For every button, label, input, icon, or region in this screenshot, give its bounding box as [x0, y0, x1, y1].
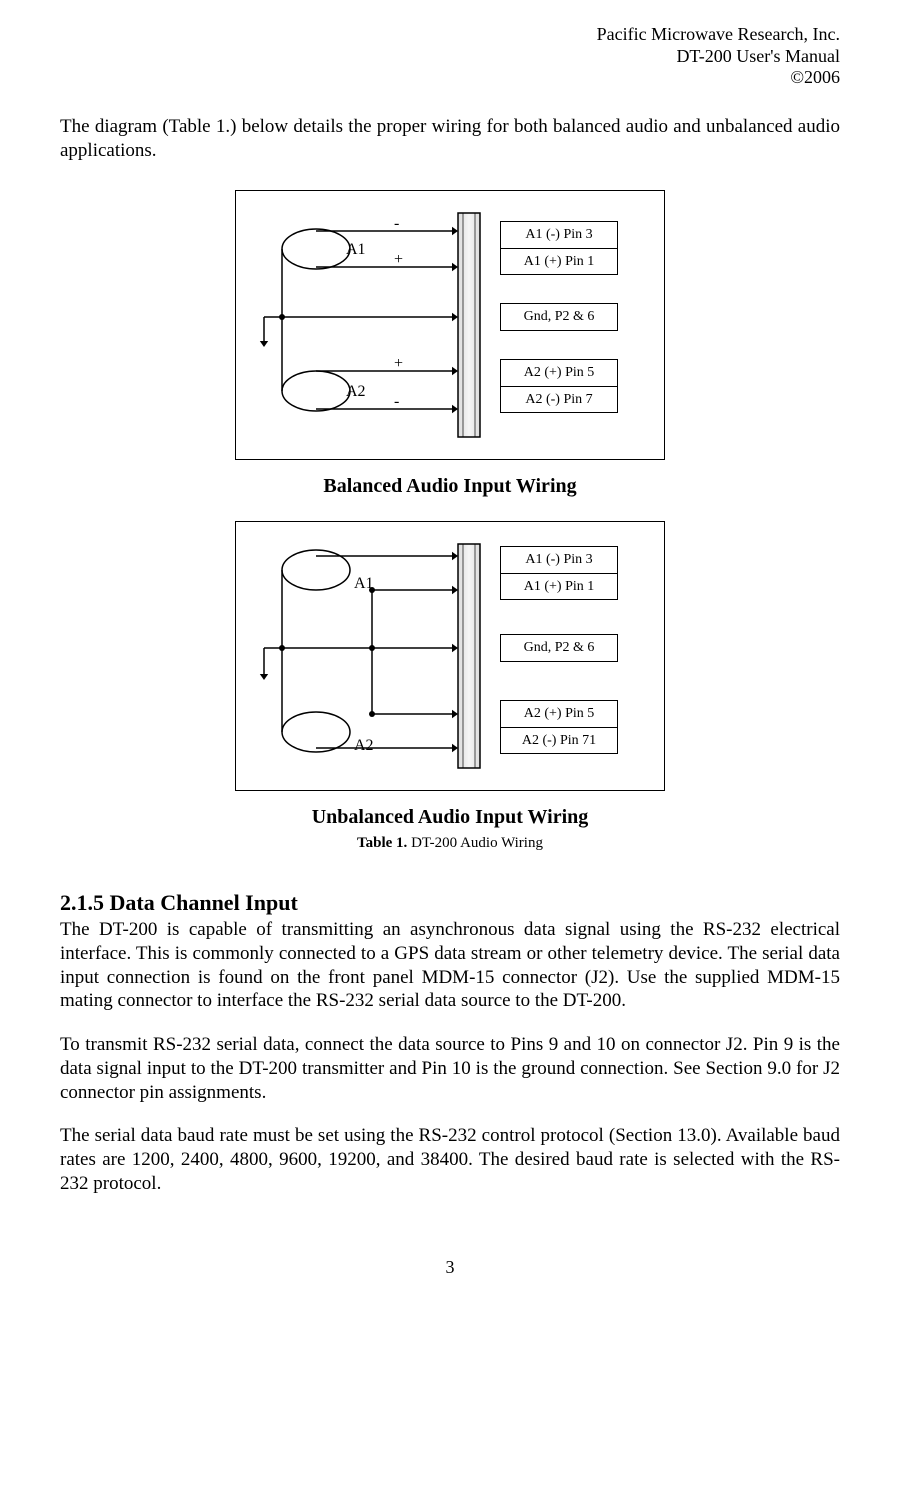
pin-group: A1 (-) Pin 3A1 (+) Pin 1: [500, 546, 618, 600]
pin-label: A2 (-) Pin 7: [501, 386, 617, 413]
section-p3: The serial data baud rate must be set us…: [60, 1124, 840, 1195]
pin-group: Gnd, P2 & 6: [500, 303, 618, 331]
section-p1: The DT-200 is capable of transmitting an…: [60, 918, 840, 1013]
svg-text:A2: A2: [346, 383, 366, 400]
svg-text:-: -: [394, 215, 399, 232]
table-caption-text: DT-200 Audio Wiring: [407, 835, 543, 851]
pin-label: A1 (-) Pin 3: [501, 547, 617, 573]
balanced-diagram: A1 A2 - + + - A1 (-) Pin 3A1 (+) Pin 1 Gnd, P2 …: [235, 190, 665, 460]
pin-group: Gnd, P2 & 6: [500, 634, 618, 662]
svg-text:-: -: [394, 393, 399, 410]
unbalanced-caption: Unbalanced Audio Input Wiring: [60, 805, 840, 830]
balanced-caption: Balanced Audio Input Wiring: [60, 474, 840, 499]
header-copyright: ©2006: [60, 67, 840, 89]
unbalanced-diagram-container: A1A2A1 (-) Pin 3A1 (+) Pin 1Gnd, P2 & 6A…: [60, 521, 840, 853]
pin-label: A2 (-) Pin 71: [501, 727, 617, 754]
pin-label: A1 (-) Pin 3: [501, 222, 617, 248]
pin-label: A1 (+) Pin 1: [501, 248, 617, 275]
section-p2: To transmit RS-232 serial data, connect …: [60, 1033, 840, 1104]
section-heading: 2.1.5 Data Channel Input: [60, 889, 840, 917]
svg-text:A2: A2: [354, 737, 374, 754]
pin-group: A2 (+) Pin 5A2 (-) Pin 7: [500, 359, 618, 413]
svg-text:+: +: [394, 355, 403, 372]
intro-paragraph: The diagram (Table 1.) below details the…: [60, 115, 840, 163]
header-company: Pacific Microwave Research, Inc.: [60, 24, 840, 46]
unbalanced-diagram: A1A2A1 (-) Pin 3A1 (+) Pin 1Gnd, P2 & 6A…: [235, 521, 665, 791]
table-caption: Table 1. DT-200 Audio Wiring: [60, 834, 840, 853]
page-number: 3: [60, 1256, 840, 1279]
pin-label: A1 (+) Pin 1: [501, 573, 617, 600]
header-manual: DT-200 User's Manual: [60, 46, 840, 68]
balanced-diagram-container: A1 A2 - + + - A1 (-) Pin 3A1 (+) Pin 1 Gnd, P2 …: [60, 190, 840, 499]
pin-label: A2 (+) Pin 5: [501, 701, 617, 727]
svg-text:+: +: [394, 251, 403, 268]
pin-label: Gnd, P2 & 6: [501, 304, 617, 330]
pin-group: A2 (+) Pin 5A2 (-) Pin 71: [500, 700, 618, 754]
page-header: Pacific Microwave Research, Inc. DT-200 …: [60, 24, 840, 89]
pin-label: A2 (+) Pin 5: [501, 360, 617, 386]
table-caption-label: Table 1.: [357, 835, 407, 851]
pin-group: A1 (-) Pin 3A1 (+) Pin 1: [500, 221, 618, 275]
svg-text:A1: A1: [346, 241, 366, 258]
pin-label: Gnd, P2 & 6: [501, 635, 617, 661]
